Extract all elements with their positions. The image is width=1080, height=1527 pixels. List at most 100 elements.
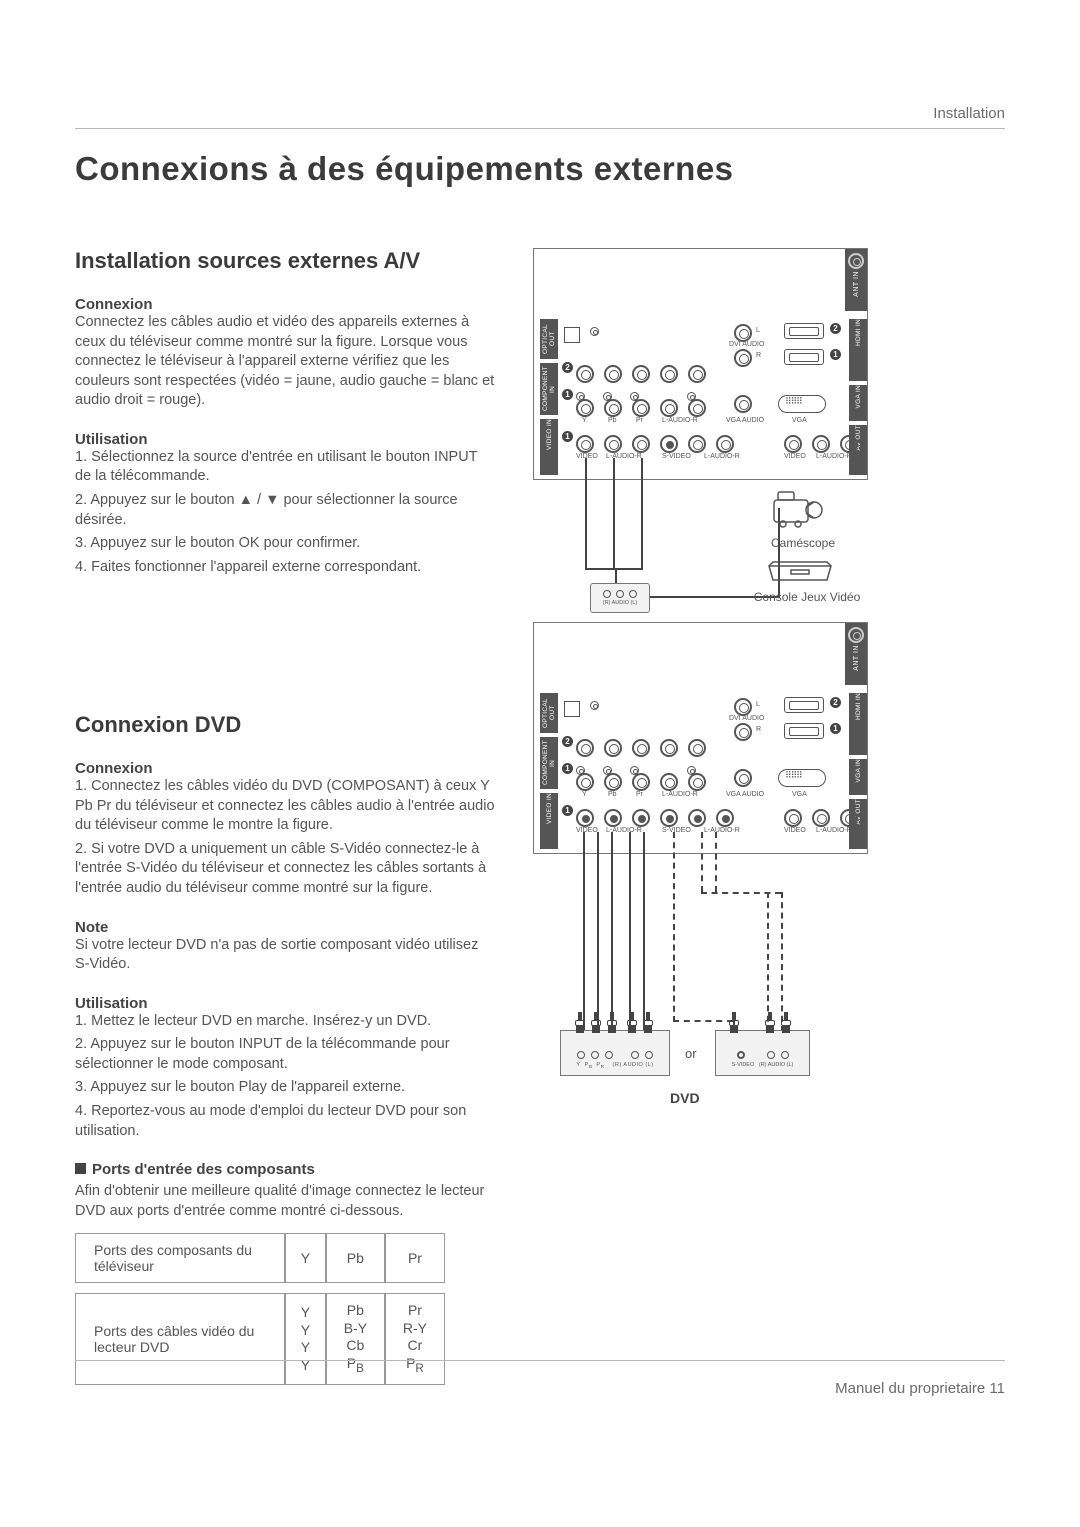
ant-in-strip-2: ANT IN [845,623,867,685]
rca-plug [729,1012,739,1034]
cable-dashed [781,892,783,1032]
vga-audio-jack [734,395,752,413]
content-columns: Installation sources externes A/V Connex… [75,248,1005,1405]
ant-in-strip: ANT IN [845,249,867,311]
label-la1: L-AUDIO-R [606,453,642,460]
diagram-av: ANT IN OPTICAL OUT COMPONENT IN VIDEO IN… [515,248,885,618]
av-junction-box: (R) AUDIO (L) [590,583,650,613]
label-la2: L-AUDIO-R [704,453,740,460]
hdmi-2 [784,323,824,339]
ports-r2-c3: PrR-YCrPR [385,1293,445,1385]
camcorder-label: Caméscope [763,536,843,550]
av-utilisation-block: Utilisation 1. Sélectionnez la source d'… [75,431,495,577]
label-dviaudio: DVI AUDIO [729,341,764,348]
optical-strip: OPTICAL OUT [540,319,558,359]
dvd-label: DVD [670,1090,700,1106]
dvd-u4: 4. Reportez-vous au mode d'emploi du lec… [75,1102,495,1141]
dvd-u1: 1. Mettez le lecteur DVD en marche. Insé… [75,1012,495,1032]
cable-dashed [701,892,781,894]
label-sv1: S-VIDEO [662,453,691,460]
av-utilisation-heading: Utilisation [75,431,495,448]
av-u4: 4. Faites fonctionner l'appareil externe… [75,558,495,578]
av-connexion-heading: Connexion [75,296,495,313]
rca-plug [765,1012,775,1034]
hdmi-strip: HDMI IN [849,319,867,381]
right-column: ANT IN OPTICAL OUT COMPONENT IN VIDEO IN… [515,248,1005,1405]
av-u2: 2. Appuyez sur le bouton ▲ / ▼ pour séle… [75,491,495,530]
dvd-u2: 2. Appuyez sur le bouton INPUT de la tél… [75,1035,495,1074]
dvd-utilisation-heading: Utilisation [75,995,495,1012]
ports-r1-c3: Pr [385,1233,445,1283]
ports-r2-c1: YYYY [285,1293,326,1385]
cable [629,832,631,1032]
dvd-u3: 3. Appuyez sur le bouton Play de l'appar… [75,1078,495,1098]
cable [641,458,643,568]
cable [597,832,599,1032]
page-title: Connexions à des équipements externes [75,150,1005,188]
diagram-dvd: ANT IN OPTICAL OUT COMPONENT IN VIDEO IN… [515,622,885,1142]
ports-r1-label: Ports des composants du téléviseur [75,1233,285,1283]
cable [643,832,645,1032]
small-jack [590,327,599,336]
camcorder-icon [770,488,830,530]
cable [611,832,613,1032]
rca-plug [607,1012,617,1034]
av-u3: 3. Appuyez sur le bouton OK pour confirm… [75,534,495,554]
cable [585,458,587,568]
dvd-c2: 2. Si votre DVD a uniquement un câble S-… [75,840,495,899]
dvi-audio-l [734,324,752,342]
comp-badge-2: 2 [562,362,573,373]
dvd-connexion-heading: Connexion [75,760,495,777]
ports-heading-text: Ports d'entrée des composants [92,1161,315,1178]
label-la3: L-AUDIO-R [816,453,852,460]
dvd-c1: 1. Connectez les câbles vidéo du DVD (CO… [75,777,495,836]
label-r: R [756,352,761,359]
vga-port [778,395,826,413]
rule-top [75,128,1005,129]
label-pr: Pr [636,417,643,424]
rca-plug [627,1012,637,1034]
label-vgaaudio: VGA AUDIO [726,417,764,424]
cable-dashed [715,832,717,892]
console-label: Console Jeux Vidéo [747,590,867,604]
ports-r2-c2: PbB-YCbPB [326,1293,385,1385]
rule-bottom [75,1360,1005,1361]
ports-block: Ports d'entrée des composants Afin d'obt… [75,1161,495,1385]
console-icon [765,560,835,586]
cable-dashed [767,892,769,1032]
videoin-strip: VIDEO IN [540,419,558,475]
ports-r1-c1: Y [285,1233,326,1283]
table-row: Ports des composants du téléviseur Y Pb … [75,1233,445,1283]
ports-table: Ports des composants du téléviseur Y Pb … [75,1233,445,1385]
or-label: or [685,1046,697,1061]
av-title: Installation sources externes A/V [75,248,495,274]
dvd-note-text: Si votre lecteur DVD n'a pas de sortie c… [75,936,495,975]
dvd-box-right: S-VIDEO (R) AUDIO (L) [715,1030,810,1076]
dvd-title: Connexion DVD [75,712,495,738]
vga-strip: VGA IN [849,385,867,421]
left-column: Installation sources externes A/V Connex… [75,248,495,1405]
dvd-box-left: Y PB PR (R) AUDIO (L) [560,1030,670,1076]
cable-dashed [701,832,703,892]
tv-panel-bottom: ANT IN OPTICAL OUT COMPONENT IN VIDEO IN… [533,622,868,854]
dvd-note-heading: Note [75,919,495,936]
rca-plug [591,1012,601,1034]
av-connexion-block: Connexion Connectez les câbles audio et … [75,296,495,411]
cable [583,832,585,1032]
cable [613,458,615,568]
av-u1: 1. Sélectionnez la source d'entrée en ut… [75,448,495,487]
vid-badge-1: 1 [562,431,573,442]
ports-text: Afin d'obtenir une meilleure qualité d'i… [75,1182,495,1221]
hdmi-1 [784,349,824,365]
ports-r2-label: Ports des câbles vidéo du lecteur DVD [75,1293,285,1385]
tv-panel-top: ANT IN OPTICAL OUT COMPONENT IN VIDEO IN… [533,248,868,480]
badge-2: 2 [830,323,841,334]
rca-plug [781,1012,791,1034]
label-pb: Pb [608,417,617,424]
label-video2: VIDEO [784,453,806,460]
rca-plug [575,1012,585,1034]
dvd-note-block: Note Si votre lecteur DVD n'a pas de sor… [75,919,495,975]
label-raudio-box: (R) AUDIO (L) [591,600,649,606]
dvd-connexion-block: Connexion 1. Connectez les câbles vidéo … [75,760,495,898]
component-strip: COMPONENT IN [540,363,558,415]
